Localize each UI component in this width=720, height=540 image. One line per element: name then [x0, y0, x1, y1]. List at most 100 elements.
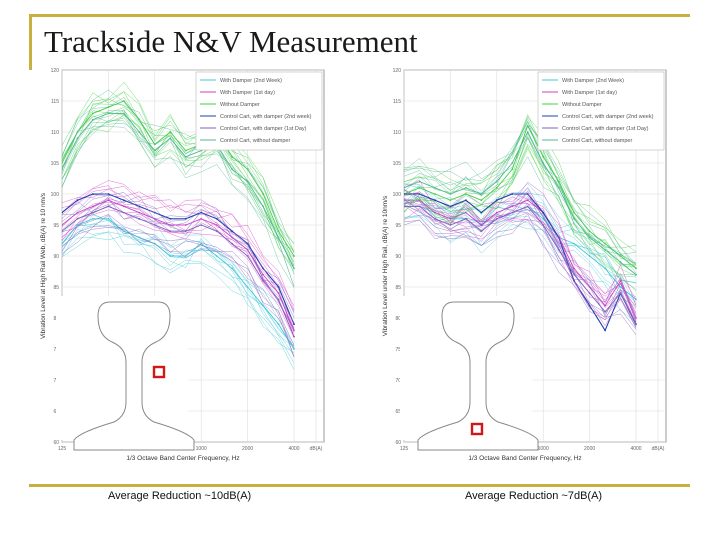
- data-point: [107, 205, 110, 208]
- data-point: [511, 211, 514, 214]
- series-trace: [62, 192, 295, 314]
- y-tick-label: 80: [395, 316, 401, 322]
- series-trace: [404, 219, 637, 330]
- y-tick-label: 65: [395, 409, 401, 415]
- series-trace: [404, 137, 637, 266]
- data-point: [215, 255, 218, 257]
- data-point: [449, 193, 452, 195]
- frame-bottom-rule: [29, 484, 690, 487]
- data-point: [465, 217, 467, 220]
- chart-panel-under-rail: 6065707580859095100105110115120125250500…: [380, 62, 670, 472]
- data-point: [573, 267, 575, 270]
- data-point: [604, 329, 606, 332]
- x-tick-label: 1000: [196, 446, 207, 452]
- data-point: [153, 149, 156, 152]
- y-tick-label: 100: [51, 192, 60, 198]
- series-4: [62, 192, 295, 358]
- series-trace: [404, 190, 637, 303]
- caption-under-rail: Average Reduction ~7dB(A): [465, 490, 603, 502]
- series-trace: [404, 137, 637, 266]
- data-point: [153, 224, 156, 226]
- series-trace: [62, 188, 295, 310]
- series-trace: [62, 195, 295, 318]
- y-tick-label: 90: [53, 254, 59, 260]
- legend-box: [195, 71, 323, 151]
- data-point: [511, 193, 514, 195]
- data-point: [588, 230, 591, 233]
- y-tick-label: 105: [393, 161, 402, 167]
- y-tick-label: 60: [53, 440, 59, 446]
- series-line: [404, 205, 637, 325]
- series-trace: [62, 122, 295, 287]
- caption-rail-web: Average Reduction ~10dB(A): [108, 490, 252, 502]
- x-tick-label: 1000: [538, 446, 549, 452]
- data-point: [449, 217, 452, 220]
- data-point: [107, 193, 110, 195]
- data-point: [169, 255, 172, 257]
- series-line: [62, 112, 295, 269]
- data-point: [62, 162, 63, 164]
- y-tick-label: 100: [393, 192, 402, 198]
- data-point: [62, 168, 63, 171]
- data-point: [184, 149, 187, 152]
- data-point: [465, 193, 467, 195]
- data-point: [76, 137, 79, 140]
- data-point: [480, 193, 483, 195]
- data-point: [542, 155, 545, 158]
- data-point: [92, 217, 94, 220]
- y-tick-label: 120: [51, 68, 60, 74]
- data-point: [184, 255, 187, 257]
- data-point: [418, 180, 421, 183]
- x-tick-label: 4000: [288, 446, 299, 452]
- series-trace: [404, 199, 637, 320]
- data-point: [76, 224, 79, 226]
- series-trace: [62, 111, 295, 263]
- data-point: [138, 131, 141, 133]
- data-point: [480, 211, 483, 214]
- data-point: [542, 224, 545, 226]
- data-point: [434, 199, 436, 202]
- data-point: [573, 217, 575, 220]
- legend-entry: Without Damper: [562, 102, 602, 108]
- data-point: [62, 211, 63, 214]
- data-point: [542, 162, 545, 164]
- data-point: [495, 199, 498, 202]
- data-point: [123, 199, 125, 202]
- series-trace: [62, 227, 295, 357]
- data-point: [62, 230, 63, 233]
- series-line: [62, 205, 295, 337]
- data-point: [293, 323, 295, 326]
- legend-entry: With Damper (1st day): [562, 90, 617, 96]
- series-3: [62, 193, 295, 326]
- data-point: [434, 186, 436, 189]
- series-trace: [62, 235, 295, 353]
- series-trace: [62, 214, 295, 349]
- chart-rail-web: 6065707580859095100105110115120125250500…: [40, 68, 325, 462]
- data-point: [92, 193, 94, 195]
- data-point: [277, 236, 280, 239]
- x-axis-label: 1/3 Octave Band Center Frequency, Hz: [126, 455, 239, 462]
- data-point: [123, 205, 125, 208]
- data-point: [92, 211, 94, 214]
- data-point: [231, 168, 234, 171]
- data-point: [169, 217, 172, 220]
- data-point: [107, 217, 110, 220]
- chart-panel-rail-web: 6065707580859095100105110115120125250500…: [38, 62, 328, 472]
- series-trace: [404, 132, 637, 284]
- series-5: [404, 118, 637, 290]
- sensor-location-marker: [152, 365, 166, 379]
- x-tick-label: dB(A): [310, 446, 323, 452]
- y-tick-label: 110: [393, 130, 401, 136]
- y-tick-label: 95: [53, 223, 59, 229]
- data-point: [526, 205, 529, 208]
- data-point: [588, 255, 591, 257]
- rail-profile-icon: [400, 296, 539, 451]
- data-point: [184, 224, 187, 226]
- series-trace: [404, 196, 637, 314]
- data-point: [262, 273, 264, 276]
- data-point: [480, 199, 483, 202]
- x-tick-label: dB(A): [652, 446, 665, 452]
- data-point: [76, 217, 79, 220]
- series-trace: [62, 231, 295, 370]
- series-trace: [62, 196, 295, 338]
